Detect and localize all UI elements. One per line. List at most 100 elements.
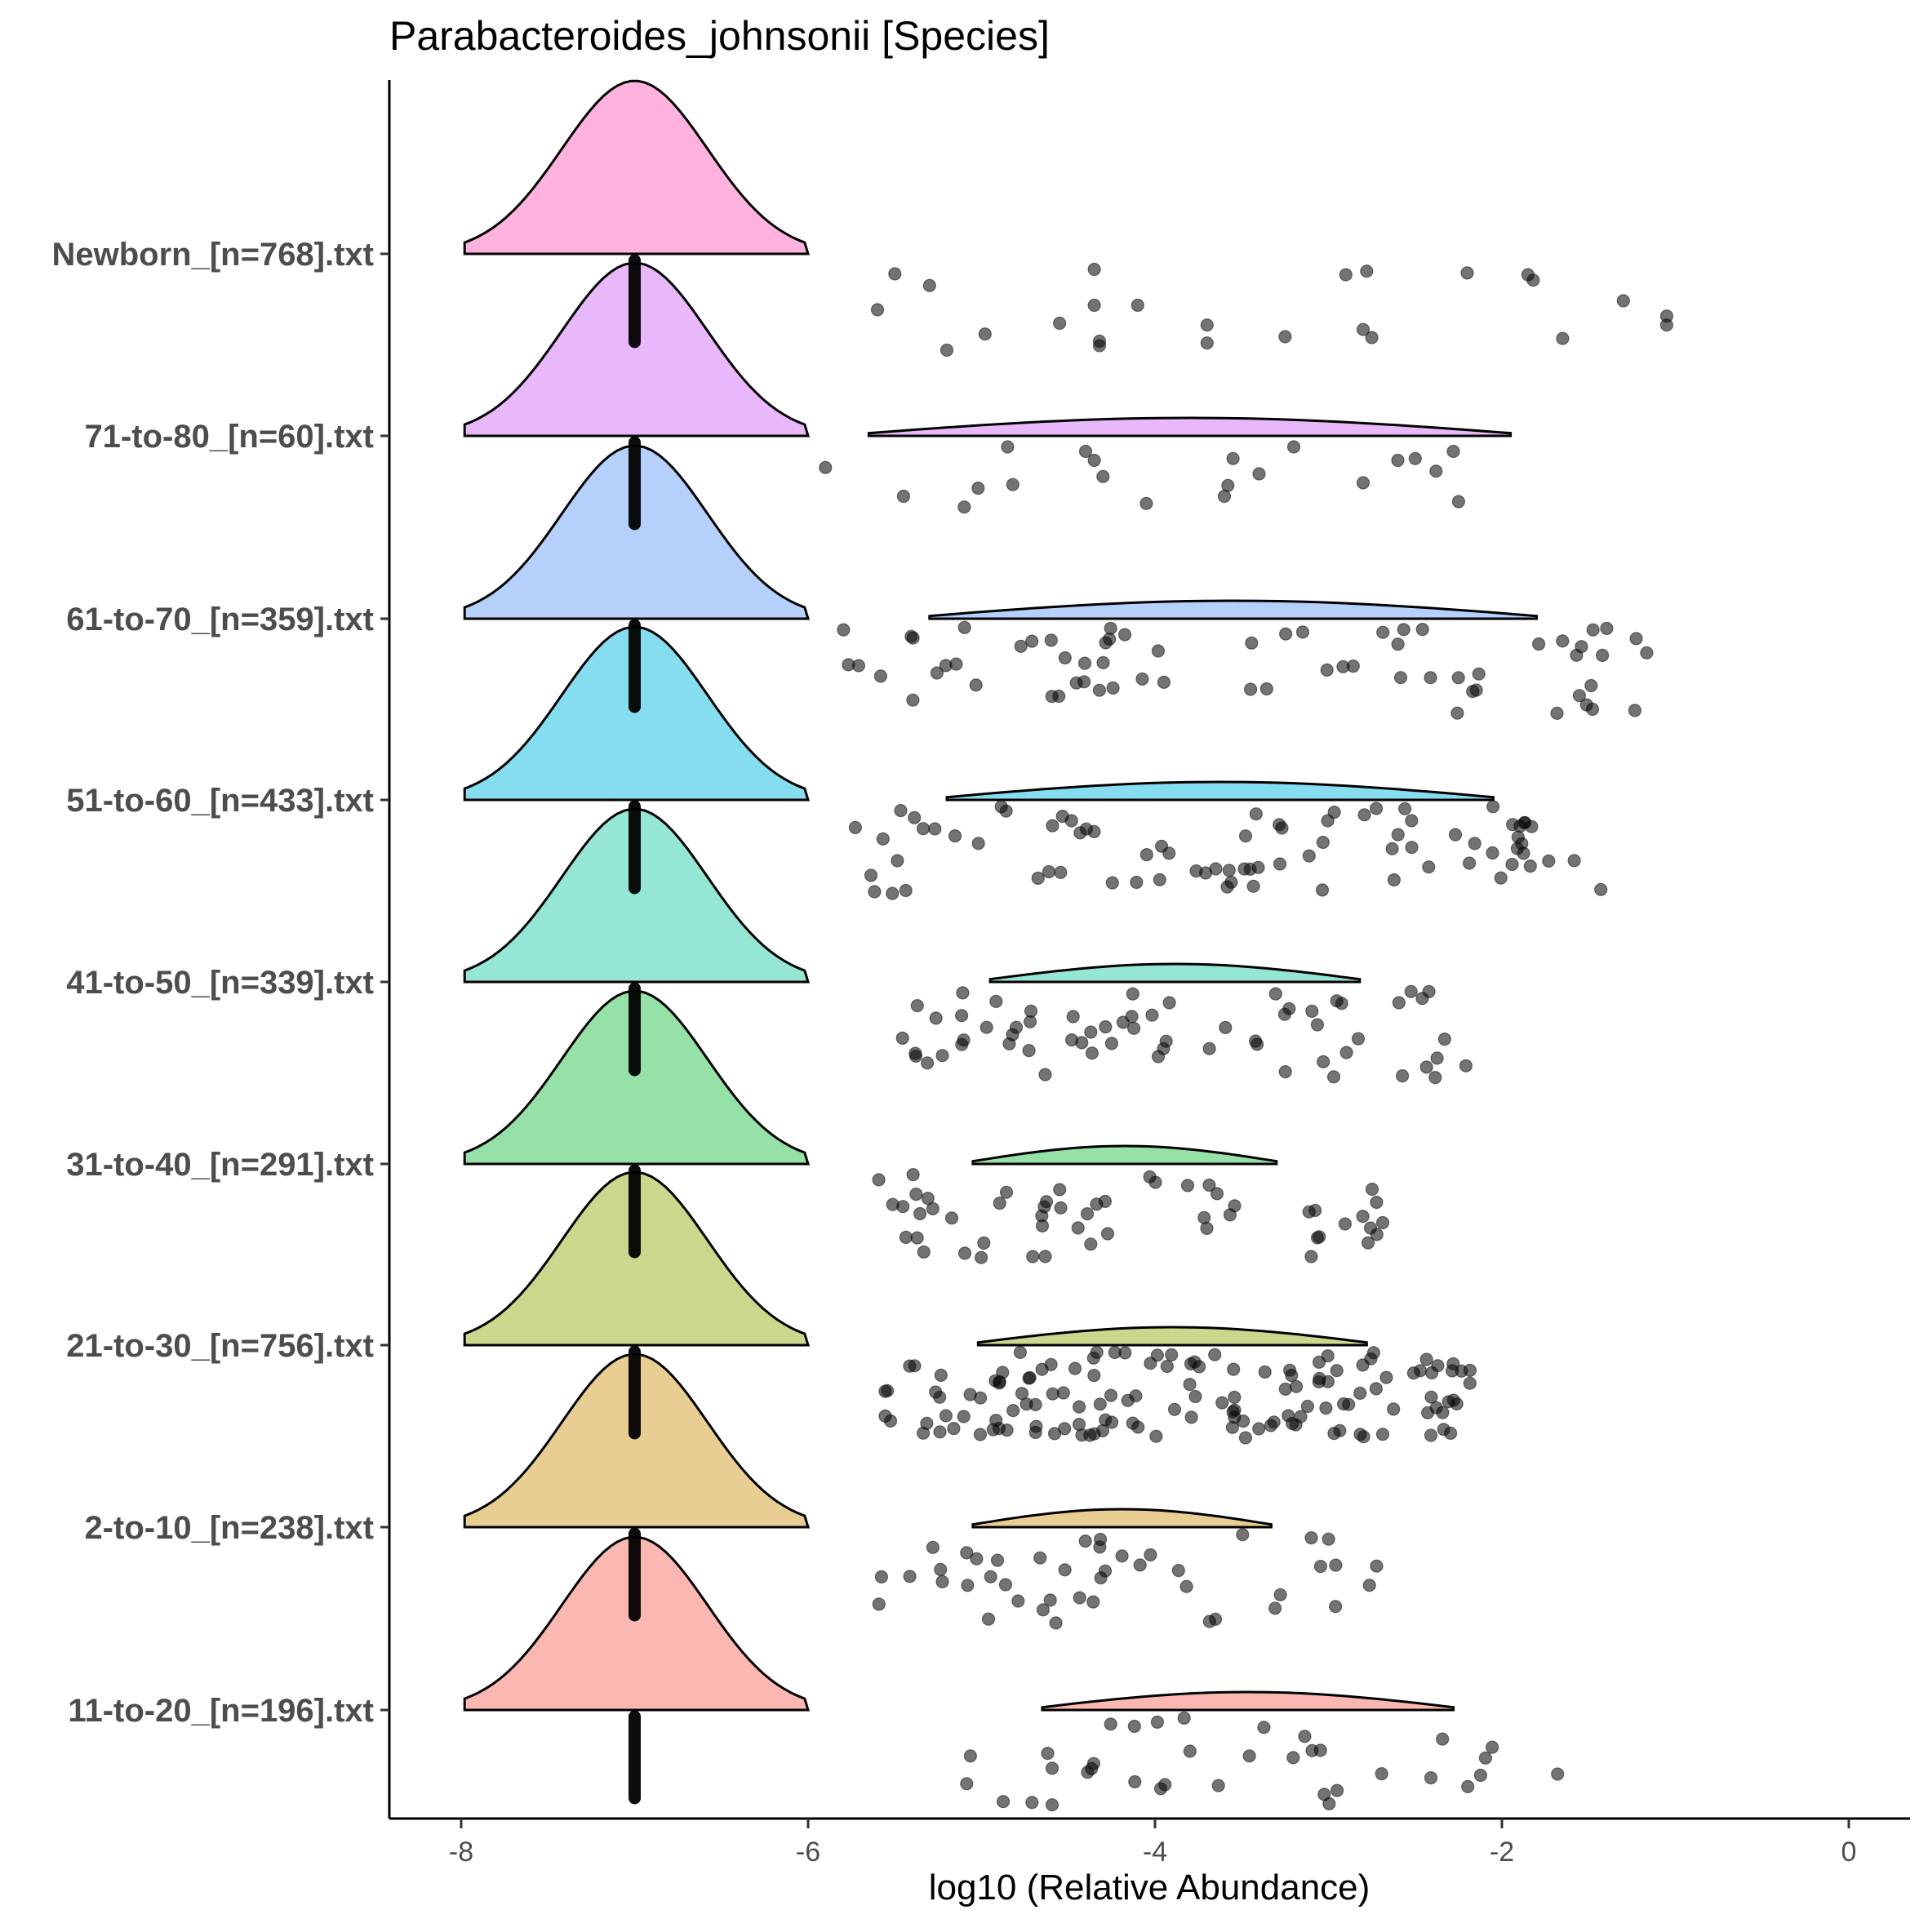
data-point xyxy=(1333,1423,1347,1437)
data-point xyxy=(1075,1036,1089,1050)
data-point xyxy=(1310,1231,1325,1245)
data-point xyxy=(1356,476,1370,490)
data-point xyxy=(1151,644,1166,658)
data-point xyxy=(1391,453,1405,468)
x-axis-title: log10 (Relative Abundance) xyxy=(929,1868,1370,1908)
data-point xyxy=(998,1578,1013,1592)
data-point xyxy=(903,1570,917,1583)
y-tick-label: 51-to-60_[n=433].txt xyxy=(66,783,374,819)
data-point xyxy=(872,1597,886,1611)
data-point xyxy=(1072,1400,1086,1414)
data-point xyxy=(1025,1796,1039,1810)
data-point xyxy=(1322,1797,1336,1810)
data-point xyxy=(1594,882,1608,896)
data-point xyxy=(1102,632,1117,646)
data-point xyxy=(1365,331,1379,344)
data-point xyxy=(926,1540,940,1554)
data-point xyxy=(1361,1236,1375,1250)
data-point xyxy=(1000,1423,1014,1437)
data-point xyxy=(1455,1364,1468,1378)
data-point xyxy=(1200,336,1214,350)
data-point xyxy=(1463,1376,1477,1390)
data-point xyxy=(1450,1397,1464,1411)
data-point xyxy=(1364,1352,1378,1366)
data-point xyxy=(933,1390,947,1404)
data-point xyxy=(1098,1564,1113,1578)
data-point xyxy=(910,1231,924,1245)
data-point xyxy=(1304,1250,1318,1264)
data-point xyxy=(1486,846,1499,860)
data-point xyxy=(1600,621,1614,636)
data-point xyxy=(908,1049,923,1064)
data-point xyxy=(920,1056,935,1070)
data-point xyxy=(868,885,882,899)
data-point xyxy=(956,986,970,1000)
data-point xyxy=(1045,1761,1060,1775)
data-point xyxy=(1431,1359,1445,1373)
data-point xyxy=(1286,1751,1300,1765)
data-point xyxy=(1227,1362,1241,1376)
data-point xyxy=(1424,671,1437,685)
density-tail-3 xyxy=(945,780,1495,802)
data-point xyxy=(1584,678,1598,693)
data-point xyxy=(1517,815,1532,829)
data-point xyxy=(1053,1183,1067,1197)
data-point xyxy=(1117,628,1132,642)
data-point xyxy=(1041,1747,1055,1761)
data-point xyxy=(1022,1371,1036,1385)
data-point xyxy=(922,278,936,292)
data-point xyxy=(954,1009,969,1023)
data-point xyxy=(1339,268,1353,282)
data-point xyxy=(1242,1749,1256,1763)
data-point xyxy=(1219,1020,1233,1035)
data-point xyxy=(1300,1399,1315,1414)
data-point xyxy=(819,460,833,474)
data-point xyxy=(1131,298,1144,313)
data-point xyxy=(1104,1388,1118,1402)
data-point xyxy=(1157,1042,1171,1055)
data-point xyxy=(939,1409,953,1423)
data-point xyxy=(1222,864,1236,877)
data-point xyxy=(1210,1187,1224,1201)
data-point xyxy=(1616,294,1630,308)
data-point xyxy=(896,489,911,504)
data-point xyxy=(935,1049,949,1063)
data-point xyxy=(1023,1015,1037,1028)
clouds-layer xyxy=(463,79,1538,1712)
data-point xyxy=(1035,1209,1049,1223)
y-tick-label: Newborn_[n=768].txt xyxy=(51,237,374,273)
data-point xyxy=(960,1546,974,1560)
data-point xyxy=(930,666,944,680)
data-point xyxy=(969,678,983,692)
data-point xyxy=(1058,1563,1072,1577)
data-point xyxy=(1179,1579,1193,1593)
data-point xyxy=(1451,671,1465,685)
data-point xyxy=(1419,1060,1433,1074)
data-point xyxy=(1106,681,1120,695)
data-point xyxy=(1305,1004,1319,1019)
data-point xyxy=(1515,837,1529,851)
data-point xyxy=(1305,1743,1319,1757)
density-cloud-0 xyxy=(463,79,811,255)
data-point xyxy=(1640,646,1654,660)
data-point xyxy=(1298,1730,1312,1743)
x-tick-label: -4 xyxy=(1143,1837,1167,1868)
data-point xyxy=(1145,1008,1159,1022)
data-point xyxy=(848,820,863,835)
data-point xyxy=(1469,683,1483,697)
data-point xyxy=(996,1795,1011,1809)
data-point xyxy=(981,1612,996,1626)
data-point xyxy=(1436,1732,1450,1746)
data-point xyxy=(1236,1528,1250,1542)
data-point xyxy=(1387,1402,1401,1416)
data-point xyxy=(1099,1413,1113,1427)
data-point xyxy=(960,1777,974,1791)
data-point xyxy=(1228,1199,1242,1213)
data-point xyxy=(1036,1603,1051,1617)
data-point xyxy=(1038,1068,1052,1081)
data-point xyxy=(977,1236,991,1250)
x-tick-label: -6 xyxy=(796,1837,820,1868)
data-point xyxy=(1422,984,1436,999)
data-point xyxy=(1080,1206,1095,1221)
data-point xyxy=(1006,477,1020,491)
